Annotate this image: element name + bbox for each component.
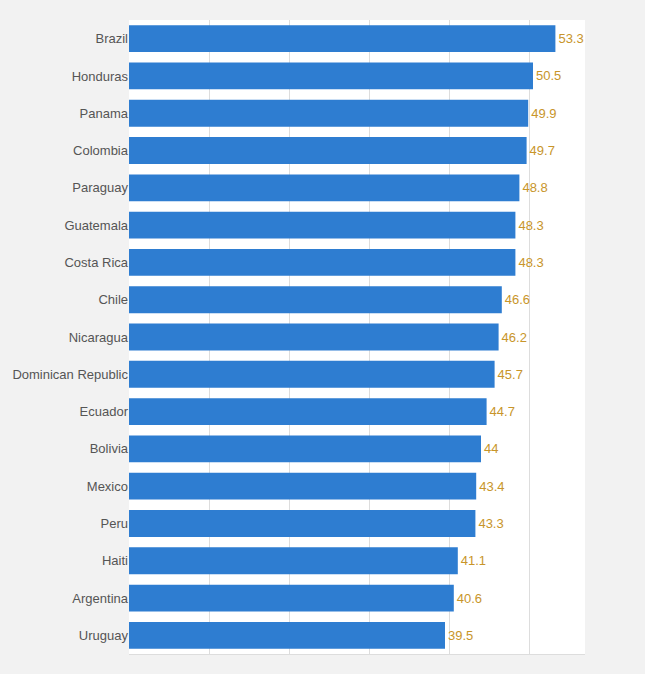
svg-text:Mexico: Mexico [87, 479, 128, 494]
svg-text:46.2: 46.2 [502, 330, 527, 345]
svg-text:Haiti: Haiti [102, 553, 128, 568]
svg-text:48.3: 48.3 [518, 255, 543, 270]
svg-text:46.6: 46.6 [505, 292, 530, 307]
svg-text:48.8: 48.8 [522, 180, 547, 195]
svg-text:50.5: 50.5 [536, 68, 561, 83]
svg-text:Honduras: Honduras [72, 68, 129, 83]
svg-text:43.3: 43.3 [478, 516, 503, 531]
svg-text:53.3: 53.3 [558, 31, 583, 46]
svg-text:44.7: 44.7 [490, 404, 515, 419]
svg-text:Argentina: Argentina [72, 591, 128, 606]
svg-text:39.5: 39.5 [448, 628, 473, 643]
svg-text:Costa Rica: Costa Rica [64, 255, 128, 270]
svg-text:Guatemala: Guatemala [64, 218, 128, 233]
svg-text:45.7: 45.7 [498, 367, 523, 382]
svg-text:Chile: Chile [98, 292, 128, 307]
svg-text:49.7: 49.7 [530, 143, 555, 158]
svg-text:Bolivia: Bolivia [90, 441, 129, 456]
svg-text:49.9: 49.9 [531, 106, 556, 121]
svg-text:Nicaragua: Nicaragua [69, 330, 129, 345]
svg-text:40.6: 40.6 [457, 591, 482, 606]
svg-text:Panama: Panama [80, 106, 129, 121]
svg-text:Colombia: Colombia [73, 143, 129, 158]
svg-text:43.4: 43.4 [479, 479, 504, 494]
svg-text:Ecuador: Ecuador [80, 404, 129, 419]
svg-text:Dominican Republic: Dominican Republic [12, 367, 128, 382]
svg-text:Peru: Peru [101, 516, 128, 531]
svg-text:41.1: 41.1 [461, 553, 486, 568]
svg-text:44: 44 [484, 441, 498, 456]
svg-text:48.3: 48.3 [518, 218, 543, 233]
svg-text:Uruguay: Uruguay [79, 628, 129, 643]
svg-text:Brazil: Brazil [95, 31, 128, 46]
svg-text:Paraguay: Paraguay [72, 180, 128, 195]
